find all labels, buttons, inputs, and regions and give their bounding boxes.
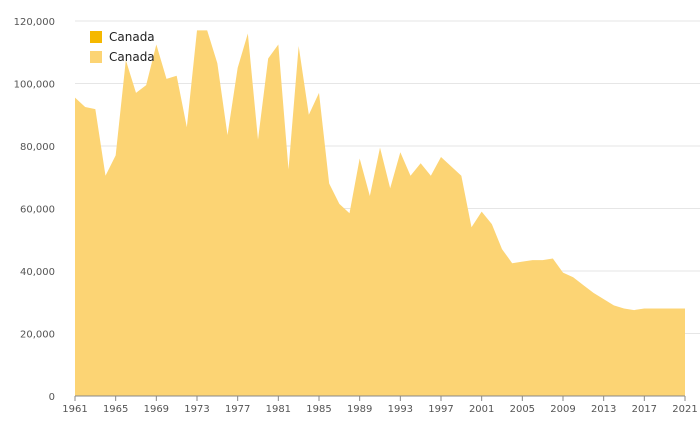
y-tick-label: 100,000 bbox=[14, 80, 55, 91]
legend-swatch bbox=[90, 31, 102, 43]
x-tick-label: 2021 bbox=[672, 404, 697, 415]
axes bbox=[74, 395, 686, 401]
x-tick-label: 1993 bbox=[388, 404, 413, 415]
y-tick-label: 120,000 bbox=[14, 17, 55, 28]
x-tick-label: 2013 bbox=[591, 404, 616, 415]
x-tick-label: 1961 bbox=[62, 404, 87, 415]
legend-swatch bbox=[90, 51, 102, 63]
x-tick-label: 1969 bbox=[144, 404, 169, 415]
legend-item[interactable]: Canada bbox=[90, 27, 155, 47]
x-tick-label: 2009 bbox=[550, 404, 575, 415]
y-tick-label: 20,000 bbox=[20, 330, 55, 341]
y-tick-label: 80,000 bbox=[20, 142, 55, 153]
x-tick-label: 2005 bbox=[510, 404, 535, 415]
y-tick-label: 60,000 bbox=[20, 205, 55, 216]
x-tick-label: 1989 bbox=[347, 404, 372, 415]
legend-item[interactable]: Canada bbox=[90, 47, 155, 67]
legend-label: Canada bbox=[109, 30, 155, 44]
y-tick-label: 0 bbox=[49, 392, 55, 403]
x-tick-label: 2001 bbox=[469, 404, 494, 415]
x-tick-label: 1965 bbox=[103, 404, 128, 415]
x-tick-label: 1981 bbox=[266, 404, 291, 415]
legend: Canada Canada bbox=[90, 27, 155, 67]
x-tick-label: 1997 bbox=[428, 404, 453, 415]
y-tick-label: 40,000 bbox=[20, 267, 55, 278]
x-tick-label: 2017 bbox=[632, 404, 657, 415]
x-tick-label: 1977 bbox=[225, 404, 250, 415]
x-axis-tick-labels: 1961 1965 1969 1973 1977 1981 1985 1989 1993 1997… bbox=[62, 404, 697, 415]
x-tick-label: 1973 bbox=[184, 404, 209, 415]
legend-label: Canada bbox=[109, 50, 155, 64]
y-axis-tick-labels: 0 20,000 40,000 60,000 80,000 100,000 120,000 bbox=[14, 17, 55, 403]
series-area[interactable] bbox=[75, 30, 685, 396]
x-tick-label: 1985 bbox=[306, 404, 331, 415]
series-areas bbox=[75, 30, 685, 396]
